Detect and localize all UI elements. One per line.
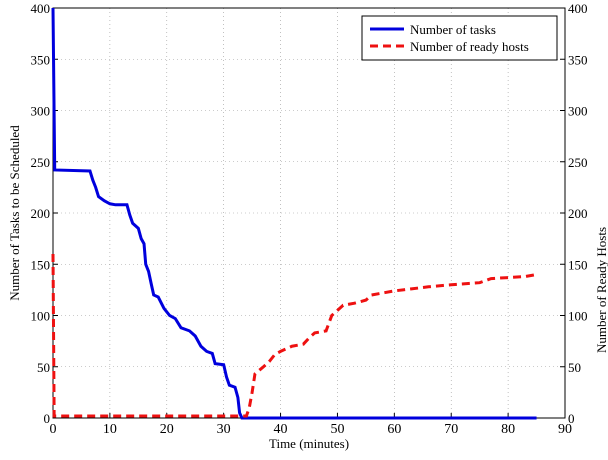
x-tick-label: 0 [50,422,57,437]
y-tick-label: 100 [31,309,51,324]
legend-label: Number of ready hosts [410,39,529,54]
y2-tick-label: 50 [568,360,581,375]
series-line [51,7,537,420]
legend-box [361,15,558,61]
x-tick-label: 10 [103,422,117,437]
y2-tick-label: 300 [568,104,588,119]
y-tick-label: 350 [31,52,51,67]
y2-tick-label: 250 [568,155,588,170]
x-tick-label: 40 [274,422,288,437]
x-tick-label: 70 [444,422,458,437]
y-tick-label: 0 [44,411,51,426]
x-tick-label: 80 [501,422,515,437]
x-tick-label: 20 [160,422,174,437]
y2-axis-label: Number of Ready Hosts [594,227,608,353]
y2-tick-label: 0 [568,411,575,426]
y-tick-label: 150 [31,257,51,272]
y2-tick-label: 100 [568,309,588,324]
series-line [51,253,537,418]
y2-tick-label: 400 [568,1,588,16]
y2-tick-label: 350 [568,52,588,67]
x-tick-label: 50 [330,422,344,437]
x-axis-label: Time (minutes) [269,436,349,451]
y-tick-label: 250 [31,155,51,170]
y2-tick-label: 150 [568,257,588,272]
y-tick-label: 200 [31,206,51,221]
x-tick-label: 60 [387,422,401,437]
x-tick-label: 30 [217,422,231,437]
y-tick-label: 50 [37,360,50,375]
y-axis-label: Number of Tasks to be Scheduled [7,125,22,301]
y2-tick-label: 200 [568,206,588,221]
legend-label: Number of tasks [410,22,496,37]
x-tick-label: 90 [558,422,572,437]
y-tick-label: 400 [31,1,51,16]
y-tick-label: 300 [31,104,51,119]
